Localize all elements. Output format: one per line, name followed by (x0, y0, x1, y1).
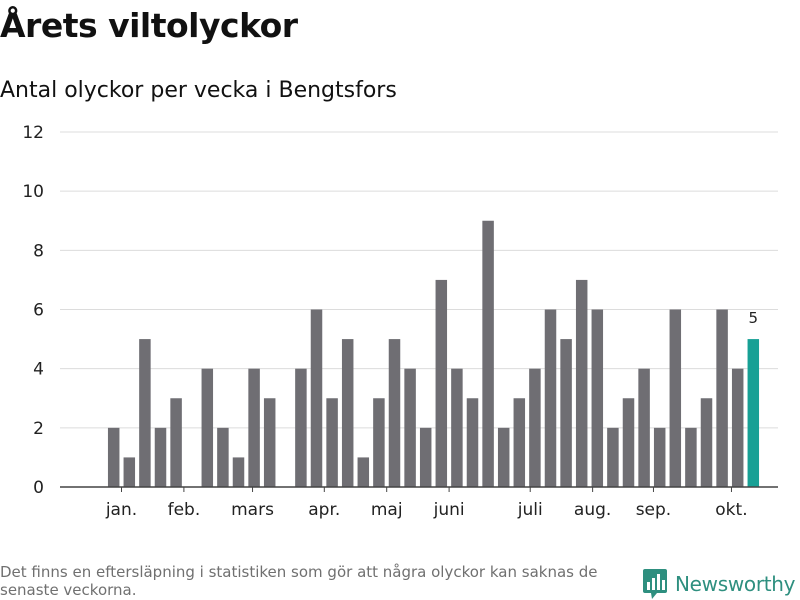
y-tick-label: 12 (22, 123, 44, 143)
bar (388, 339, 401, 487)
bar (653, 427, 666, 487)
month-label: apr. (308, 500, 340, 520)
bar (529, 368, 541, 487)
y-tick-label: 2 (33, 419, 44, 439)
bar (107, 427, 120, 487)
bar (560, 339, 572, 487)
bar (232, 457, 245, 487)
bar (248, 368, 260, 487)
month-label: okt. (715, 500, 747, 520)
y-tick-label: 6 (33, 301, 44, 321)
footnote: Det finns en eftersläpning i statistiken… (0, 563, 598, 599)
bar (139, 339, 151, 487)
data-labels: 5 (749, 309, 759, 327)
bar (263, 398, 276, 487)
bar (669, 309, 682, 487)
bar (482, 220, 494, 487)
month-label: maj (371, 500, 403, 520)
bar (404, 368, 416, 487)
bar (544, 309, 557, 487)
bar (622, 398, 635, 487)
bar (154, 427, 167, 487)
bar (731, 368, 744, 487)
bar (451, 368, 463, 487)
month-label: feb. (168, 500, 201, 520)
bar (700, 398, 713, 487)
bar (341, 339, 354, 487)
current-week-value-label: 5 (749, 309, 759, 327)
month-label: juni (433, 500, 465, 520)
bar (575, 279, 588, 487)
brand-logo[interactable]: Newsworthy (643, 569, 796, 599)
bar (497, 427, 510, 487)
month-label: aug. (574, 500, 611, 520)
y-tick-label: 8 (33, 241, 44, 261)
bars (107, 220, 760, 487)
bar (201, 368, 214, 487)
month-labels: jan. feb. mars apr. maj juni juli aug. sep. okt. (105, 487, 748, 520)
bar (310, 309, 323, 487)
month-label: sep. (636, 500, 672, 520)
bar (419, 427, 432, 487)
bar (513, 398, 526, 487)
y-tick-label: 4 (33, 360, 44, 380)
bar (295, 368, 307, 487)
bar (466, 398, 479, 487)
chart-title: Årets viltolyckor (0, 6, 298, 45)
bar (326, 398, 338, 487)
month-label: mars (231, 500, 274, 520)
bar (607, 427, 619, 487)
bar (373, 398, 385, 487)
bar (638, 368, 650, 487)
month-label: jan. (105, 500, 137, 520)
bar (716, 309, 728, 487)
bar (123, 457, 136, 487)
brand-name: Newsworthy (675, 572, 796, 596)
month-label: juli (517, 500, 543, 520)
bar (435, 279, 448, 487)
y-axis-ticks: 0 2 4 6 8 10 12 (22, 123, 44, 498)
bar (357, 457, 370, 487)
weekly-accidents-bar-chart: 0 2 4 6 8 10 12 jan. feb. mars apr. maj juni juli aug… (22, 123, 778, 520)
bar (591, 309, 604, 487)
bar (170, 398, 182, 487)
chart-subtitle: Antal olyckor per vecka i Bengtsfors (0, 78, 397, 103)
bar (217, 427, 229, 487)
bar-current-week (747, 339, 760, 487)
y-tick-label: 10 (22, 182, 44, 202)
y-tick-label: 0 (33, 478, 44, 498)
bar (685, 427, 697, 487)
newsworthy-logo-icon (643, 569, 667, 599)
